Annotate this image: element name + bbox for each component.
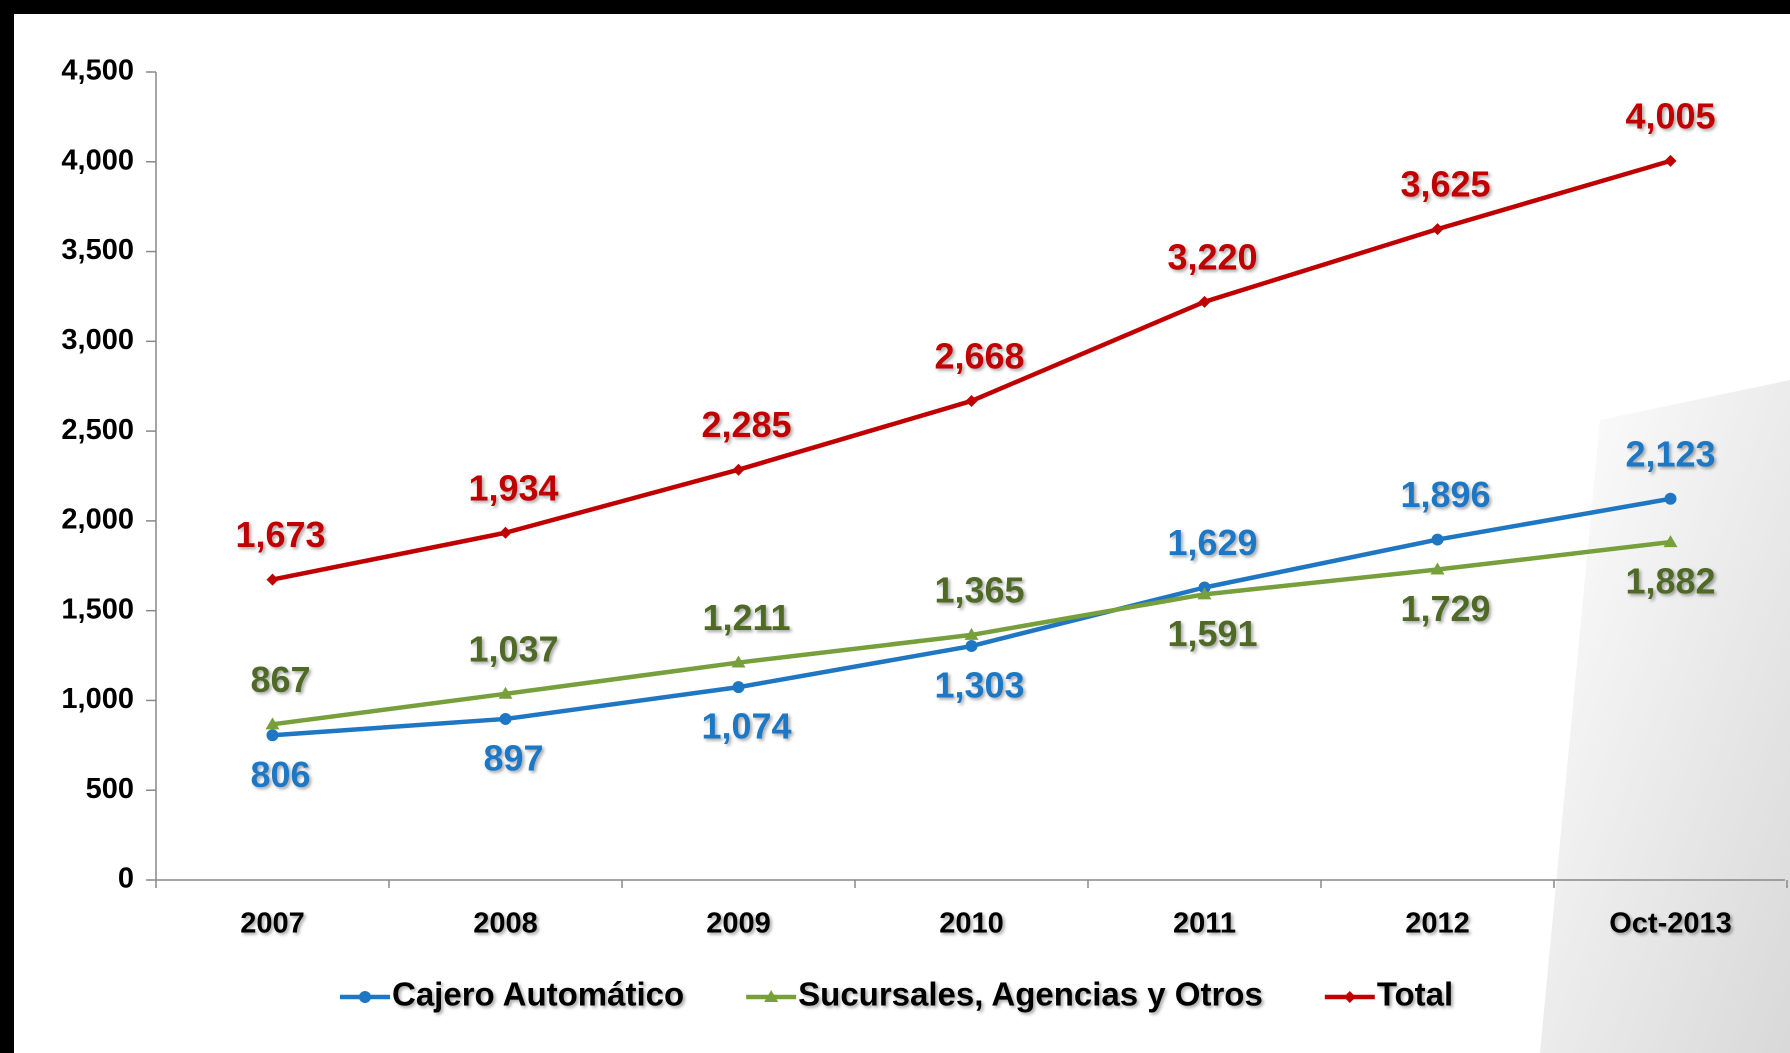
x-tick-label: 2007 [240, 908, 305, 940]
legend-label: Sucursales, Agencias y Otros [798, 976, 1263, 1013]
value-label: 806 [250, 754, 310, 795]
point [1664, 154, 1677, 167]
y-tick-label: 3,500 [61, 234, 134, 266]
x-tick-label: Oct-2013 [1609, 908, 1732, 940]
point [499, 712, 512, 725]
point [1431, 533, 1444, 546]
point [498, 686, 513, 699]
x-tick-label: 2012 [1405, 908, 1470, 940]
y-tick-label: 2,500 [61, 414, 134, 446]
point [965, 394, 978, 407]
y-tick-label: 1,000 [61, 683, 134, 715]
value-label: 1,074 [701, 706, 791, 747]
point [1343, 991, 1356, 1003]
point [1664, 492, 1677, 505]
point [732, 463, 745, 476]
value-label: 867 [250, 659, 310, 700]
x-tick-label: 2008 [473, 908, 538, 940]
value-label: 1,673 [235, 514, 325, 555]
value-label: 1,365 [934, 569, 1024, 610]
value-label: 1,303 [934, 665, 1024, 706]
value-label: 2,668 [934, 335, 1024, 376]
value-label: 2,285 [701, 404, 791, 445]
legend-label: Cajero Automático [392, 976, 684, 1013]
y-tick-label: 500 [86, 773, 134, 805]
value-label: 1,882 [1625, 561, 1715, 602]
point [1431, 223, 1444, 236]
point [1197, 587, 1212, 600]
y-tick-label: 2,000 [61, 504, 134, 536]
point [265, 717, 280, 730]
point [732, 681, 745, 694]
point [266, 729, 279, 742]
y-tick-label: 1,500 [61, 593, 134, 625]
value-label: 1,037 [468, 628, 558, 669]
point [965, 640, 978, 653]
point [1430, 562, 1445, 575]
x-tick-label: 2009 [706, 908, 771, 940]
point [499, 526, 512, 539]
value-label: 1,211 [702, 597, 790, 638]
x-tick-label: 2011 [1173, 908, 1236, 940]
y-tick-label: 3,000 [61, 324, 134, 356]
value-label: 1,629 [1167, 522, 1257, 563]
value-label: 2,123 [1625, 433, 1715, 474]
y-tick-label: 0 [118, 863, 134, 895]
point [964, 627, 979, 640]
value-label: 1,934 [468, 467, 558, 508]
point [1198, 295, 1211, 308]
value-label: 3,625 [1400, 164, 1490, 205]
point [731, 655, 746, 668]
value-label: 897 [483, 737, 543, 778]
value-label: 1,729 [1400, 588, 1490, 629]
y-tick-label: 4,500 [61, 55, 134, 87]
value-label: 3,220 [1167, 236, 1257, 277]
point [764, 990, 779, 1002]
value-label: 1,591 [1167, 613, 1257, 654]
value-label: 4,005 [1625, 95, 1715, 136]
point [359, 991, 371, 1003]
point [266, 573, 279, 586]
legend-label: Total [1377, 976, 1453, 1013]
y-tick-label: 4,000 [61, 144, 134, 176]
value-label: 1,896 [1400, 474, 1490, 515]
x-tick-label: 2010 [939, 908, 1004, 940]
point [1663, 535, 1678, 548]
